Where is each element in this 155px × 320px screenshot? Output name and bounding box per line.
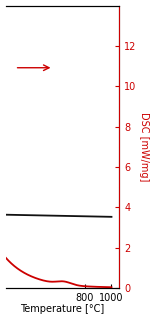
X-axis label: Temperature [°C]: Temperature [°C] bbox=[20, 304, 105, 315]
Y-axis label: DSC [mW/mg]: DSC [mW/mg] bbox=[140, 112, 149, 181]
